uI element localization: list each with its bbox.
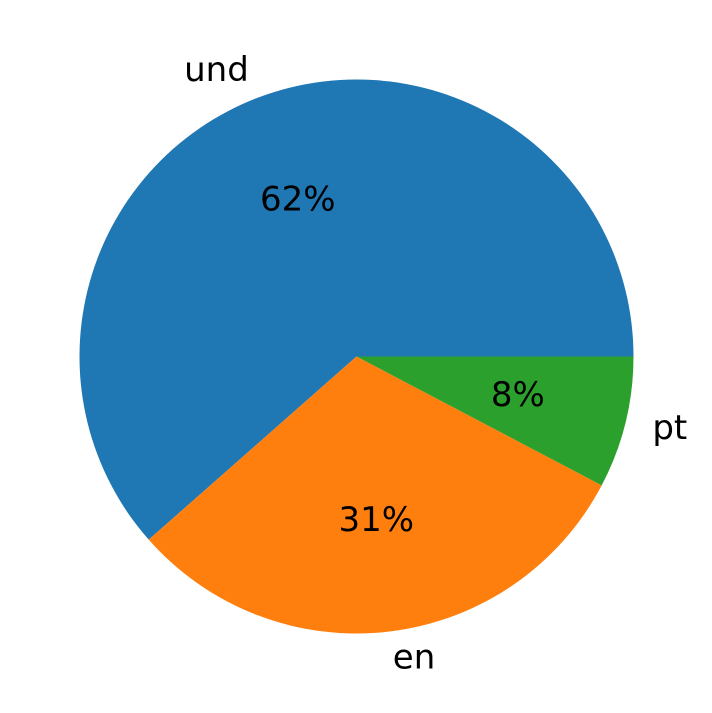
pie-slice-pt <box>356 356 634 486</box>
slice-percent-en: 31% <box>339 500 415 540</box>
slice-label-und: und <box>184 50 249 90</box>
pie-slice-en <box>148 356 602 634</box>
slice-percent-pt: 8% <box>491 375 545 415</box>
pie-slice-und <box>79 79 634 540</box>
slice-label-en: en <box>393 638 435 678</box>
slice-label-pt: pt <box>652 408 687 448</box>
slice-percent-und: 62% <box>260 180 336 220</box>
